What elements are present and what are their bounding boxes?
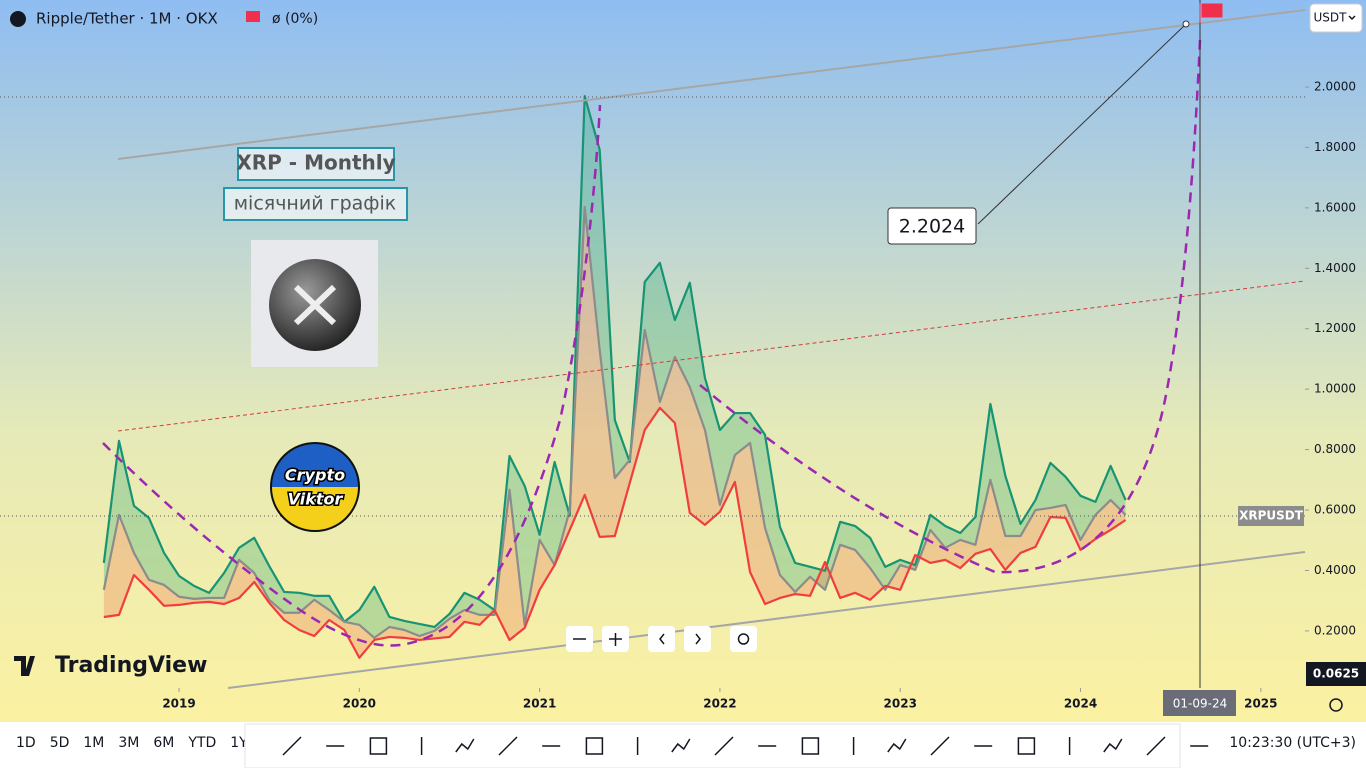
series-line — [102, 205, 1127, 639]
scroll-right[interactable] — [684, 626, 711, 652]
tool-icon — [585, 737, 604, 755]
crosshair-price-box — [1306, 662, 1366, 686]
tool-icon — [498, 736, 518, 756]
y-tick-label: 0.8000 — [1314, 442, 1356, 456]
trend-line — [227, 551, 1306, 689]
tool-icon — [369, 737, 388, 755]
range-button[interactable]: 1Y — [230, 735, 248, 751]
chevron — [1348, 15, 1356, 21]
tool-button[interactable] — [930, 736, 950, 756]
crosshair-date-box — [1163, 690, 1236, 716]
callout-text: 2.2024 — [899, 216, 965, 238]
plot — [102, 94, 1127, 659]
drawing-toolbar — [244, 723, 1181, 769]
x-tick-label: 2025 — [1244, 697, 1277, 711]
flag-icon[interactable] — [246, 11, 260, 22]
range-button[interactable]: YTD — [187, 735, 216, 751]
symbol-icon — [10, 11, 26, 27]
mid-line — [117, 280, 1306, 432]
tool-button[interactable] — [282, 736, 302, 756]
x-tick-label: 2022 — [703, 697, 736, 711]
badge — [270, 442, 360, 532]
x-tick-label: 2020 — [343, 697, 376, 711]
tool-icon — [1146, 736, 1166, 756]
x-tick-label: 2019 — [162, 697, 195, 711]
crosshair-date: 01-09-24 — [1173, 697, 1227, 711]
title: XRP - Monthly — [236, 151, 395, 175]
tool-button[interactable] — [1017, 737, 1036, 755]
tool-icon — [671, 738, 691, 753]
tool-button[interactable] — [887, 738, 907, 753]
nav-buttons — [566, 626, 757, 652]
tool-button[interactable] — [1103, 738, 1123, 753]
tool-icon — [282, 736, 302, 756]
series-line — [103, 406, 1127, 659]
brand: TradingView — [55, 653, 207, 678]
y-tick-label: 0.2000 — [1314, 623, 1356, 637]
change: ø (0%) — [272, 11, 318, 27]
curve — [699, 39, 1202, 574]
range-button[interactable]: 5D — [50, 735, 70, 751]
tool-icon — [930, 736, 950, 756]
tool-button[interactable] — [455, 738, 475, 753]
clock: 10:23:30 (UTC+3) — [1229, 735, 1356, 751]
y-tick-label: 1.4000 — [1314, 261, 1356, 275]
currency-button[interactable] — [1309, 3, 1363, 33]
tool-button[interactable] — [714, 736, 734, 756]
brand-logo — [14, 656, 35, 676]
tool-icon — [1103, 738, 1123, 753]
subtitle-box — [223, 187, 408, 221]
callout-line — [977, 23, 1187, 225]
y-tick-label: 0.4000 — [1314, 563, 1356, 577]
flag — [1199, 3, 1223, 23]
tool-button[interactable] — [1146, 736, 1166, 756]
x-tick-label: 2024 — [1064, 697, 1097, 711]
range-button[interactable]: 1M — [83, 735, 104, 751]
tool-button[interactable] — [801, 737, 820, 755]
y-tick-label: 2.0000 — [1314, 80, 1356, 94]
curve — [102, 104, 602, 647]
y-tick-label: 1.0000 — [1314, 382, 1356, 396]
title-box — [237, 147, 395, 181]
range-button[interactable]: 1D — [16, 735, 36, 751]
tool-icon — [801, 737, 820, 755]
y-tick-label: 1.2000 — [1314, 321, 1356, 335]
symbol-tag — [1238, 506, 1304, 526]
x-tick-label: 2023 — [884, 697, 917, 711]
tool-button[interactable] — [585, 737, 604, 755]
currency[interactable]: USDT — [1314, 11, 1348, 25]
series-line — [102, 94, 1127, 629]
reset[interactable] — [730, 626, 757, 652]
tool-button[interactable] — [671, 738, 691, 753]
coin-glyph — [293, 284, 337, 326]
tool-icon — [887, 738, 907, 753]
tool-button[interactable] — [498, 736, 518, 756]
range-button[interactable]: 3M — [118, 735, 139, 751]
tool-button[interactable] — [369, 737, 388, 755]
subtitle: місячний графік — [234, 193, 397, 215]
crosshair-price: 0.0625 — [1313, 667, 1359, 681]
tool-icon — [714, 736, 734, 756]
badge-text: Crypto — [285, 466, 345, 485]
range-button[interactable]: 6M — [153, 735, 174, 751]
grid — [178, 86, 1309, 692]
x-tick-label: 2021 — [523, 697, 556, 711]
tools — [282, 736, 1209, 756]
scroll-left[interactable] — [648, 626, 675, 652]
settings-icon[interactable] — [1329, 698, 1343, 712]
ranges: 1D 5D 1M 3M 6M YTD 1Y — [16, 735, 248, 751]
y-tick-label: 1.8000 — [1314, 140, 1356, 154]
symbol-tag-text: XRPUSDT — [1239, 509, 1304, 523]
symbol[interactable]: Ripple/Tether · 1M · OKX — [36, 10, 218, 28]
anchor — [1182, 20, 1190, 28]
badge-text: Viktor — [288, 490, 344, 509]
trend-line — [117, 9, 1306, 160]
tool-icon — [1017, 737, 1036, 755]
tool-icon — [455, 738, 475, 753]
y-tick-label: 0.6000 — [1314, 503, 1356, 517]
y-tick-label: 1.6000 — [1314, 200, 1356, 214]
callout-box — [887, 207, 977, 245]
